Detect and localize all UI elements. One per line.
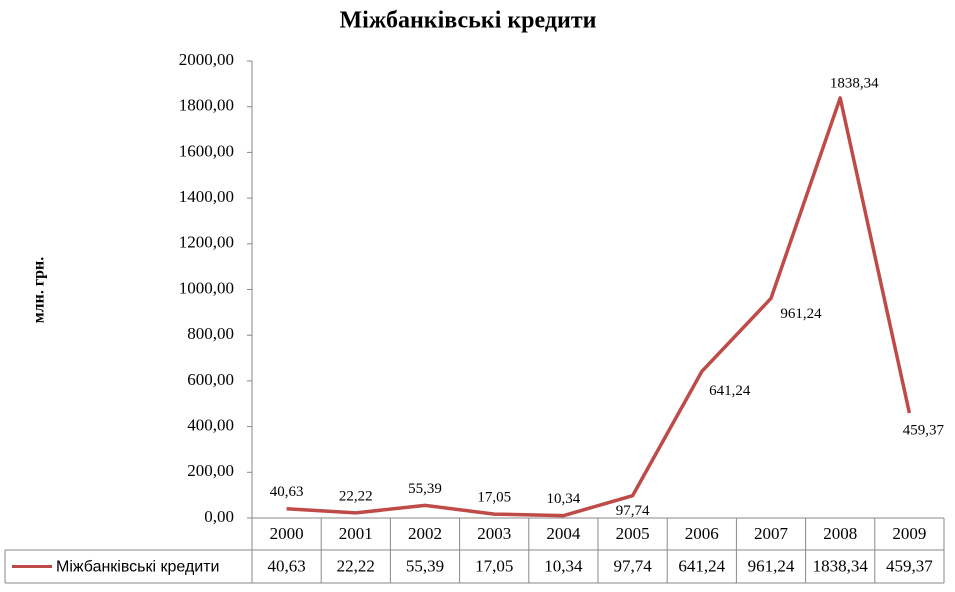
- y-tick-label: 1200,00: [179, 233, 234, 252]
- x-tick-label: 2008: [823, 524, 857, 543]
- data-label: 55,39: [408, 481, 442, 497]
- data-label: 22,22: [339, 488, 373, 504]
- x-tick-label: 2007: [754, 524, 789, 543]
- y-tick-label: 1600,00: [179, 141, 234, 160]
- x-tick-label: 2000: [270, 524, 304, 543]
- data-label: 961,24: [780, 306, 822, 322]
- y-tick-label: 1400,00: [179, 187, 234, 206]
- x-tick-label: 2005: [616, 524, 650, 543]
- x-tick-label: 2004: [546, 524, 581, 543]
- data-label: 10,34: [547, 491, 581, 507]
- table-value: 1838,34: [813, 556, 869, 575]
- x-tick-label: 2003: [477, 524, 511, 543]
- data-label: 40,63: [270, 484, 304, 500]
- y-tick-label: 600,00: [187, 370, 234, 389]
- table-value: 961,24: [748, 556, 795, 575]
- data-label: 641,24: [709, 383, 751, 399]
- y-tick-label: 0,00: [204, 507, 234, 526]
- chart-title: Міжбанківські кредити: [340, 8, 597, 34]
- y-tick-label: 800,00: [187, 324, 234, 343]
- y-axis-label: млн. грн.: [31, 257, 48, 323]
- table-value: 40,63: [267, 556, 305, 575]
- x-tick-label: 2006: [685, 524, 719, 543]
- y-tick-label: 200,00: [187, 461, 234, 480]
- table-value: 10,34: [544, 556, 583, 575]
- table-value: 17,05: [475, 556, 513, 575]
- x-tick-label: 2009: [892, 524, 926, 543]
- data-label: 17,05: [477, 490, 511, 506]
- table-value: 641,24: [678, 556, 725, 575]
- data-label: 97,74: [616, 503, 650, 519]
- series-line: [286, 96, 912, 518]
- table-value: 55,39: [406, 556, 444, 575]
- data-label: 459,37: [903, 422, 945, 438]
- table-value: 459,37: [886, 556, 933, 575]
- y-tick-label: 1000,00: [179, 278, 234, 297]
- y-tick-label: 1800,00: [179, 96, 234, 115]
- x-tick-label: 2002: [408, 524, 442, 543]
- table-value: 97,74: [613, 556, 652, 575]
- data-label: 1838,34: [830, 75, 879, 91]
- table-value: 22,22: [337, 556, 375, 575]
- y-tick-label: 400,00: [187, 416, 234, 435]
- y-tick-label: 2000,00: [179, 50, 234, 69]
- legend-label: Міжбанківські кредити: [56, 559, 220, 576]
- x-tick-label: 2001: [339, 524, 373, 543]
